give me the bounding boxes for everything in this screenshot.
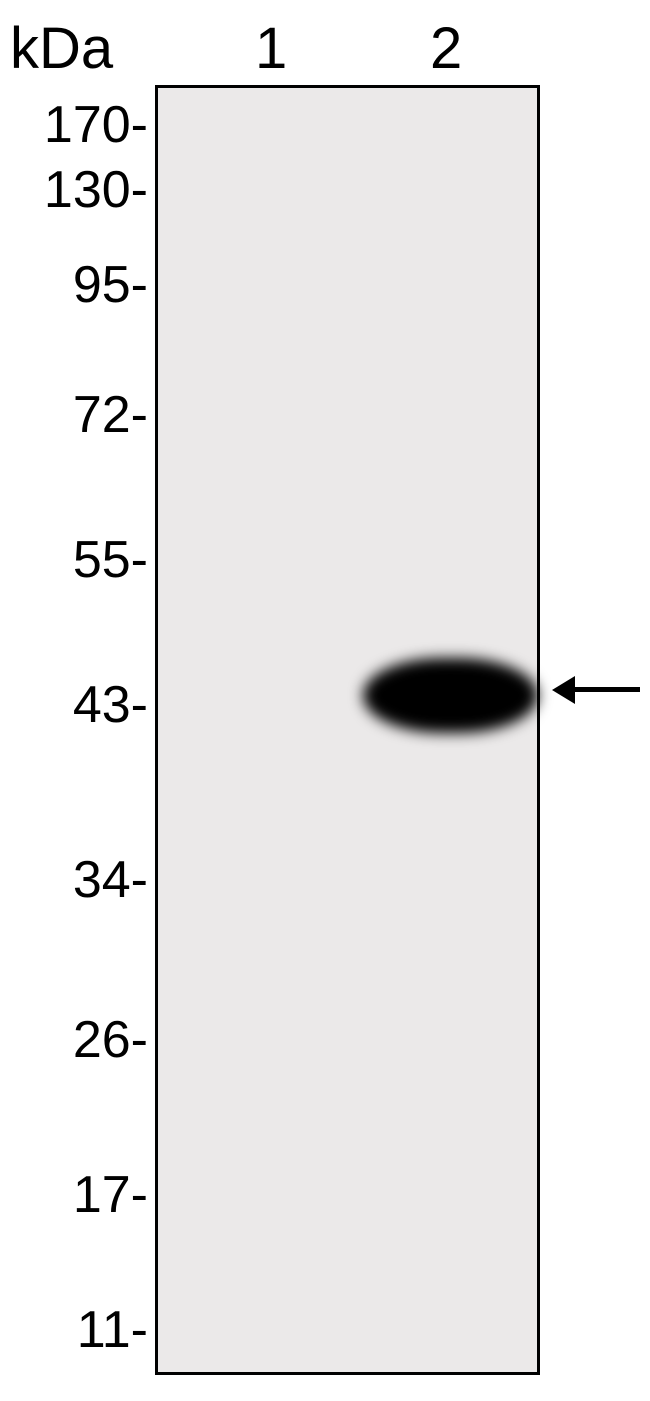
marker-34: 34- [73, 850, 148, 910]
lane-label-2: 2 [430, 15, 462, 82]
marker-55: 55- [73, 530, 148, 590]
marker-72: 72- [73, 385, 148, 445]
marker-43: 43- [73, 675, 148, 735]
western-blot-figure: kDa 1 2 170- 130- 95- 72- 55- 43- 34- 26… [0, 0, 650, 1401]
band-arrow-shaft [572, 687, 640, 692]
marker-11: 11- [77, 1300, 148, 1360]
marker-95: 95- [73, 255, 148, 315]
axis-unit-label: kDa [10, 15, 113, 82]
protein-band-lane2 [363, 658, 538, 733]
blot-membrane [155, 85, 540, 1375]
marker-17: 17- [73, 1165, 148, 1225]
marker-170: 170- [44, 95, 148, 155]
lane-label-1: 1 [255, 15, 287, 82]
marker-26: 26- [73, 1010, 148, 1070]
marker-130: 130- [44, 160, 148, 220]
